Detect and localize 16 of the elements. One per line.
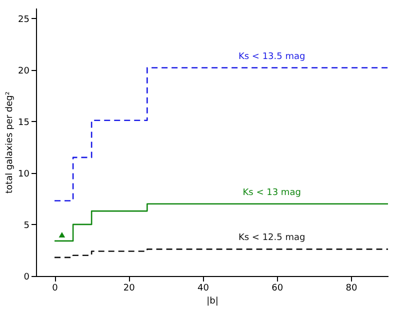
x-tick-label: 60 <box>272 284 284 294</box>
x-tick-label: 80 <box>346 284 358 294</box>
y-tick-label: 20 <box>18 66 30 76</box>
x-axis-title: |b| <box>206 296 218 306</box>
x-tick-label: 20 <box>123 284 136 294</box>
y-tick-label: 25 <box>18 14 30 25</box>
y-tick-label: 0 <box>24 272 30 282</box>
annotation: Ks < 13 mag <box>242 188 301 198</box>
annotation: Ks < 13.5 mag <box>238 52 306 62</box>
y-axis-title: total galaxies per deg² <box>5 91 16 194</box>
x-tick-label: 40 <box>198 284 210 294</box>
y-tick-label: 15 <box>18 118 30 128</box>
annotation: Ks < 12.5 mag <box>238 233 306 244</box>
y-tick-label: 10 <box>18 169 30 180</box>
y-tick-label: 5 <box>24 220 30 231</box>
x-tick-label: 0 <box>52 284 58 294</box>
